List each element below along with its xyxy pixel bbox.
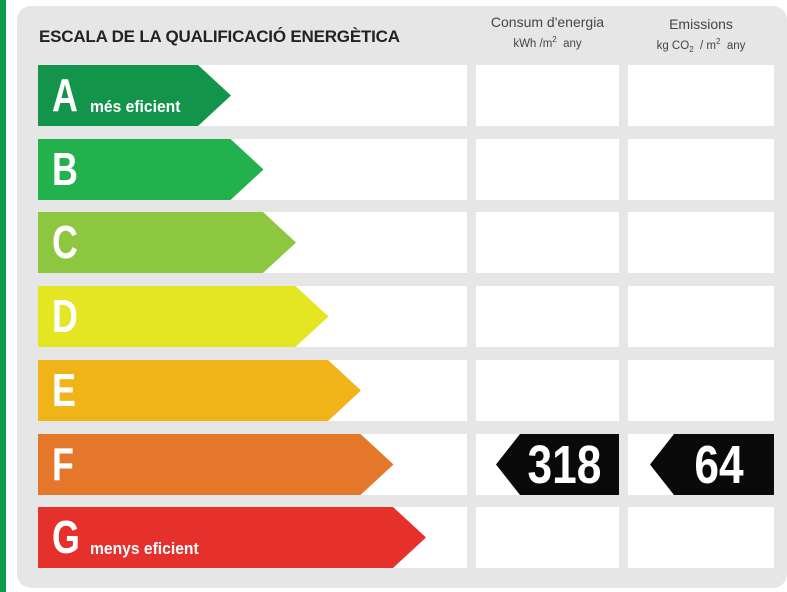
consumption-badge: 318 bbox=[496, 433, 619, 495]
rating-bar-a bbox=[38, 65, 231, 126]
rating-row-c: C bbox=[0, 212, 787, 274]
emissions-badge: 64 bbox=[650, 433, 774, 495]
rating-arrow-b bbox=[38, 138, 264, 200]
rating-arrow-f bbox=[38, 433, 394, 495]
consumption-cell bbox=[476, 138, 619, 200]
rating-row-d: D bbox=[0, 286, 787, 348]
emissions-cell bbox=[628, 138, 774, 200]
consumption-cell bbox=[476, 286, 619, 348]
rating-sublabel-a: més eficient bbox=[90, 97, 181, 116]
consumption-cell bbox=[476, 507, 619, 569]
rating-bar-e bbox=[38, 359, 361, 421]
rating-arrow-g bbox=[38, 507, 426, 569]
consumption-header: Consum d'energia kWh /m2 any bbox=[470, 12, 625, 52]
rating-bar-c bbox=[38, 212, 296, 274]
rating-letter-c: C bbox=[52, 216, 78, 269]
rating-arrow-d bbox=[38, 286, 329, 348]
rating-letter-g: G bbox=[52, 511, 80, 564]
chart-title: ESCALA DE LA QUALIFICACIÓ ENERGÈTICA bbox=[39, 27, 400, 46]
rating-arrow-a bbox=[38, 65, 231, 126]
rating-letter-d: D bbox=[52, 290, 78, 343]
rating-row-f: F 318 64 bbox=[0, 433, 787, 495]
rating-arrow-c bbox=[38, 212, 296, 274]
emissions-unit: kg CO2 / m2 any bbox=[656, 37, 746, 55]
left-green-strip bbox=[0, 0, 6, 592]
consumption-title: Consum d'energia bbox=[490, 14, 605, 30]
rating-row-b: B bbox=[0, 138, 787, 200]
rating-letter-a: A bbox=[52, 69, 78, 121]
rating-bar-d bbox=[38, 286, 329, 348]
emissions-header: Emissions kg CO2 / m2 any bbox=[622, 14, 780, 58]
consumption-cell bbox=[476, 212, 619, 274]
rating-letter-f: F bbox=[52, 437, 74, 490]
consumption-cell bbox=[476, 65, 619, 126]
rating-letter-b: B bbox=[52, 142, 78, 195]
emissions-cell bbox=[628, 359, 774, 421]
consumption-cell bbox=[476, 359, 619, 421]
consumption-unit: kWh /m2 any bbox=[513, 35, 582, 50]
rating-bar-f bbox=[38, 433, 394, 495]
emissions-cell bbox=[628, 65, 774, 126]
rating-bar-b bbox=[38, 138, 264, 200]
rating-bar-g bbox=[38, 507, 426, 569]
emissions-cell bbox=[628, 212, 774, 274]
rating-arrow-e bbox=[38, 359, 361, 421]
emissions-title: Emissions bbox=[669, 16, 733, 32]
consumption-badge-fill bbox=[496, 433, 619, 495]
emissions-badge-fill bbox=[650, 433, 774, 495]
rating-row-e: E bbox=[0, 359, 787, 421]
emissions-value: 64 bbox=[694, 434, 744, 495]
emissions-cell bbox=[628, 507, 774, 569]
emissions-cell bbox=[628, 286, 774, 348]
consumption-value: 318 bbox=[527, 434, 602, 495]
consumption-badge-shape bbox=[496, 433, 619, 495]
emissions-badge-shape bbox=[650, 433, 774, 495]
rating-letter-e: E bbox=[52, 363, 76, 416]
rating-sublabel-g: menys eficient bbox=[90, 539, 199, 559]
